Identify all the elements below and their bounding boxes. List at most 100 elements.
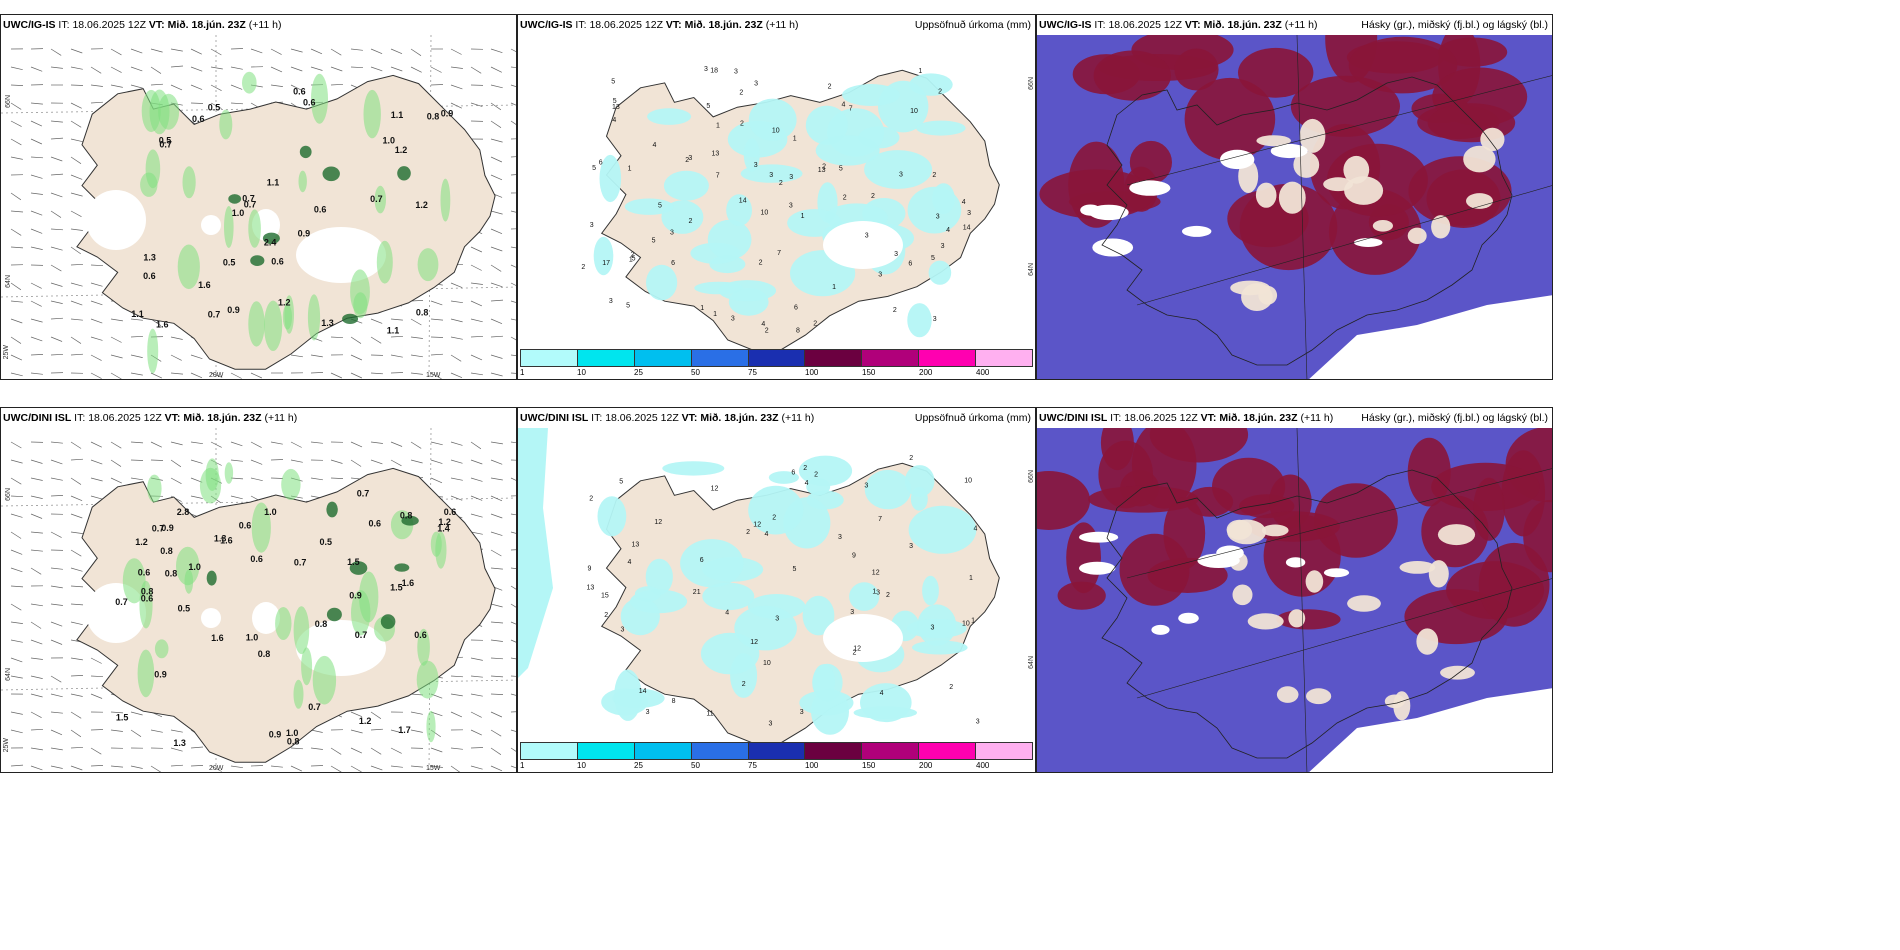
wind-barb bbox=[410, 48, 422, 56]
precip-field bbox=[906, 618, 967, 639]
wind-barb bbox=[70, 765, 83, 771]
colorbar: 1 10 25 50 75 100 150 200 400 bbox=[518, 349, 1035, 379]
precip-value-label: 0.9 bbox=[227, 305, 240, 315]
precip-value-label: 2 bbox=[740, 120, 744, 127]
wind-barb bbox=[170, 477, 182, 485]
wind-barb bbox=[510, 48, 516, 53]
wind-barb bbox=[410, 318, 422, 326]
wind-barb bbox=[50, 621, 63, 627]
clear-sky bbox=[1309, 295, 1552, 379]
precip-shade bbox=[307, 294, 321, 341]
precip-value-label: 1 bbox=[969, 575, 973, 582]
lead-time: (+11 h) bbox=[264, 412, 298, 424]
wind-barb bbox=[510, 210, 516, 213]
precip-value-label: 2 bbox=[814, 472, 818, 479]
clear-land bbox=[1299, 118, 1326, 153]
precip-value-label: 0.6 bbox=[239, 520, 252, 530]
precip-field bbox=[904, 465, 935, 497]
precip-shade bbox=[176, 546, 200, 586]
wind-barb bbox=[410, 711, 423, 715]
precip-value-label: 2 bbox=[739, 89, 743, 96]
precip-field bbox=[680, 539, 744, 588]
precip-value-label: 21 bbox=[693, 589, 701, 596]
wind-barb bbox=[430, 459, 443, 464]
wind-barb bbox=[50, 495, 64, 497]
wind-barb bbox=[450, 102, 462, 109]
wind-barb bbox=[10, 372, 23, 377]
colorbar-cell bbox=[862, 350, 920, 366]
wind-barb bbox=[110, 711, 124, 714]
clear-land bbox=[1247, 613, 1284, 630]
wind-barb bbox=[470, 441, 482, 450]
precip-value-label: 1.5 bbox=[116, 712, 129, 722]
wind-barb bbox=[70, 174, 83, 180]
wind-barb bbox=[10, 354, 23, 361]
it-value: 18.06.2025 12Z bbox=[589, 19, 663, 31]
precip-value-label: 0.7 bbox=[208, 310, 221, 320]
wind-barb bbox=[410, 693, 424, 696]
colorbar-cells bbox=[520, 742, 1033, 760]
precip-field bbox=[748, 98, 797, 141]
wind-barb bbox=[70, 477, 82, 485]
wind-barb bbox=[130, 441, 144, 444]
wind-barb bbox=[70, 300, 83, 306]
wind-barb bbox=[50, 765, 63, 769]
precip-field bbox=[646, 264, 678, 301]
precip-value-label: 3 bbox=[769, 721, 773, 728]
precip-value-label: 0.8 bbox=[165, 568, 178, 578]
precip-value-label: 8 bbox=[796, 327, 800, 334]
wind-barb bbox=[10, 228, 22, 236]
wind-barb bbox=[270, 765, 283, 768]
wind-barb bbox=[130, 711, 143, 716]
precip-value-label: 2 bbox=[893, 307, 897, 314]
wind-barb bbox=[330, 66, 343, 72]
lon-label: 15W bbox=[426, 765, 441, 772]
wind-barb bbox=[470, 765, 483, 770]
wind-map: 0.61.20.71.10.60.70.60.70.50.81.00.50.50… bbox=[1, 35, 516, 379]
wind-barb bbox=[10, 513, 23, 518]
lat-label: 66N bbox=[5, 95, 12, 108]
wind-barb bbox=[350, 48, 363, 51]
iceland-land bbox=[76, 74, 496, 370]
panel-header: UWC/IG-IS IT: 18.06.2025 12Z VT: Mið. 18… bbox=[518, 15, 1035, 35]
offshore-precip bbox=[518, 428, 553, 678]
precip-value-label: 0.6 bbox=[271, 257, 284, 267]
wind-barb bbox=[450, 441, 463, 446]
colorbar-cell bbox=[577, 743, 635, 759]
wind-barb bbox=[190, 84, 203, 90]
precip-field bbox=[645, 558, 673, 595]
wind-barb bbox=[50, 228, 64, 231]
clear-sky bbox=[1353, 238, 1383, 247]
graticule-line bbox=[1136, 578, 1552, 699]
wind-barb bbox=[50, 48, 62, 56]
precip-field bbox=[647, 108, 692, 125]
wind-barb bbox=[210, 441, 222, 448]
clear-sky bbox=[1151, 624, 1170, 635]
wind-barb bbox=[70, 585, 84, 588]
wind-barb bbox=[70, 693, 83, 697]
wind-barb bbox=[270, 459, 284, 461]
colorbar-tick-label: 400 bbox=[976, 761, 990, 770]
precip-value-label: 1.2 bbox=[395, 145, 408, 155]
precip-value-label: 13 bbox=[612, 104, 620, 111]
precip-value-label: 0.7 bbox=[242, 193, 255, 203]
wind-barb bbox=[70, 336, 82, 344]
wind-barb bbox=[470, 477, 483, 482]
wind-barb bbox=[50, 459, 63, 465]
wind-barb bbox=[430, 318, 444, 321]
precip-value-label: 3 bbox=[704, 66, 708, 73]
precip-value-label: 12 bbox=[750, 639, 758, 646]
wind-barb bbox=[150, 372, 163, 379]
precip-value-label: 1.2 bbox=[359, 716, 372, 726]
precip-value-label: 1.4 bbox=[437, 524, 450, 534]
precip-value-label: 3 bbox=[646, 709, 650, 716]
wind-barb bbox=[430, 353, 444, 356]
clear-sky bbox=[1178, 612, 1199, 624]
wind-barb bbox=[470, 300, 483, 307]
precip-field bbox=[853, 706, 917, 719]
precip-value-label: 2 bbox=[631, 251, 635, 258]
wind-barb bbox=[450, 747, 463, 750]
wind-barb bbox=[450, 693, 463, 697]
wind-barb bbox=[350, 747, 363, 754]
wind-barb bbox=[30, 675, 43, 679]
